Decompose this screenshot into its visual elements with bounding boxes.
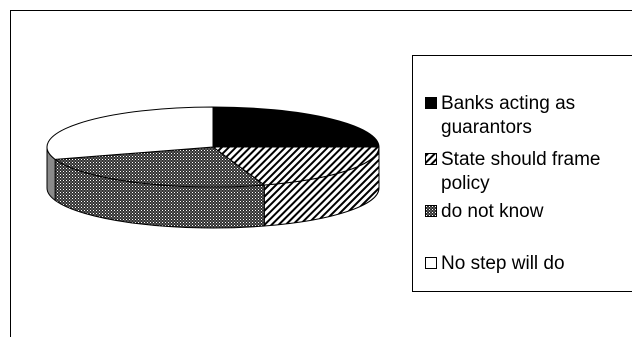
legend-label: No step will do xyxy=(441,253,565,274)
hatched-square-icon xyxy=(425,153,437,165)
legend-label: do not know xyxy=(441,201,544,222)
slice-banks xyxy=(212,106,380,148)
legend-item-banks: Banks acting as guarantors xyxy=(425,92,630,140)
black-square-icon xyxy=(425,97,437,109)
legend: Banks acting as guarantors State should … xyxy=(412,55,632,292)
chart-area xyxy=(10,10,632,337)
legend-label: State should frame policy xyxy=(441,149,601,194)
slice-state xyxy=(211,146,380,186)
dotted-square-icon xyxy=(425,205,437,217)
slice-dont-know xyxy=(53,146,266,188)
white-square-icon xyxy=(425,257,437,269)
legend-label: Banks acting as guarantors xyxy=(441,93,576,138)
legend-item-dont-know: do not know xyxy=(425,200,630,224)
legend-item-state: State should frame policy xyxy=(425,148,630,196)
legend-item-no-step: No step will do xyxy=(425,252,630,276)
slice-no-step xyxy=(46,106,214,160)
